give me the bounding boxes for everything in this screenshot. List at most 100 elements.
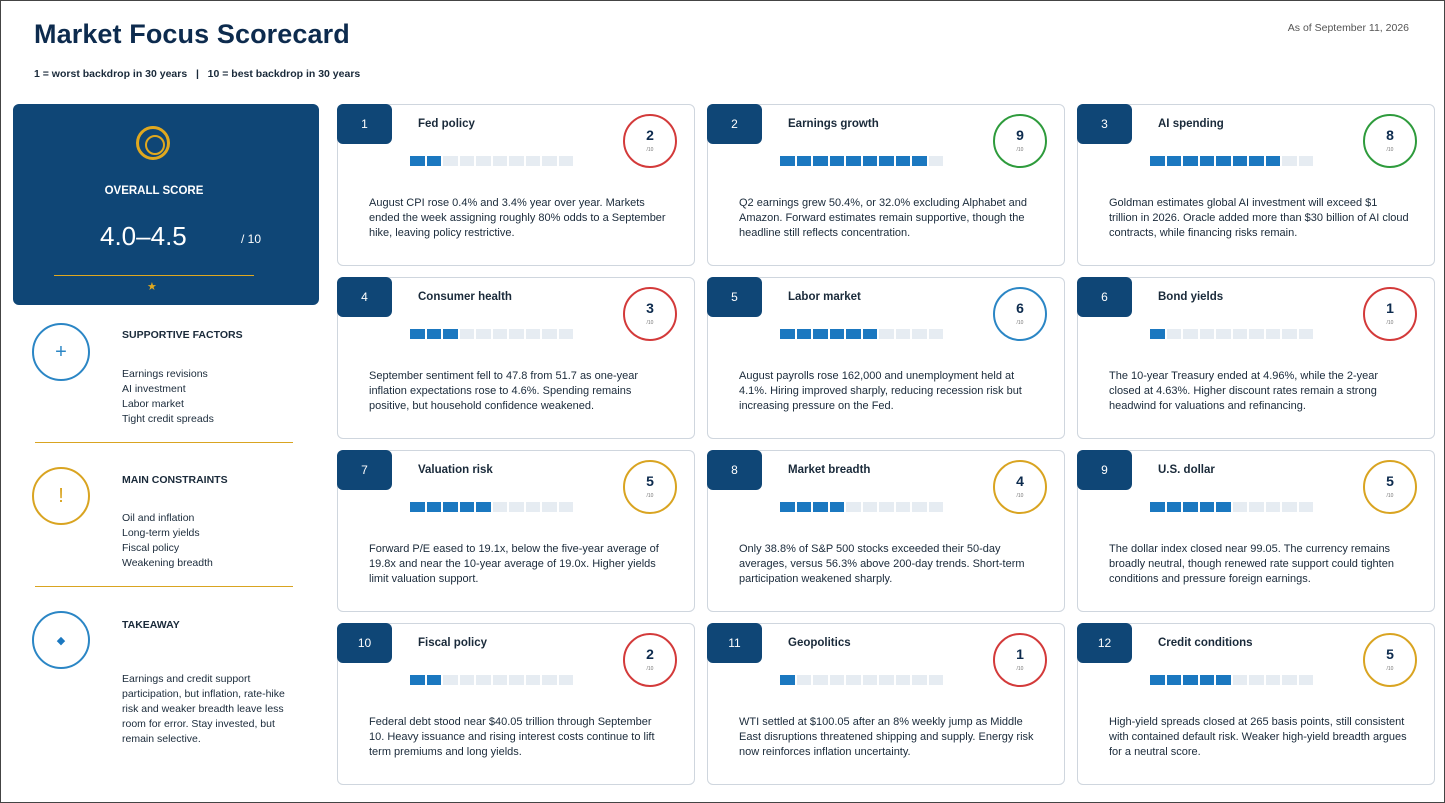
card-title: AI spending xyxy=(1158,118,1224,130)
card-title: Earnings growth xyxy=(788,118,879,130)
card-description: The 10-year Treasury ended at 4.96%, whi… xyxy=(1109,370,1379,412)
score-bar-segment xyxy=(813,675,828,685)
card-score: 1 xyxy=(1016,646,1024,662)
star-icon: ★ xyxy=(147,281,157,293)
card-score-denominator: /10 xyxy=(1386,666,1394,672)
card-number-badge: 5 xyxy=(707,277,762,317)
factor-card: 7 Valuation risk 5/10 Forward P/E eased to … xyxy=(337,450,695,612)
list-item: Oil and inflation xyxy=(122,512,195,524)
score-bar-segment xyxy=(558,502,573,512)
divider xyxy=(35,586,293,587)
card-score-denominator: /10 xyxy=(1016,147,1024,153)
score-bar-segment xyxy=(410,675,425,685)
score-bar-segment xyxy=(780,156,795,166)
card-score-denominator: /10 xyxy=(646,666,654,672)
factor-card: 12 Credit conditions 5/10 High-yield spread… xyxy=(1077,623,1435,785)
score-bar-segment xyxy=(525,156,540,166)
card-description: August payrolls rose 162,000 and unemplo… xyxy=(739,370,1022,412)
card-number-badge: 10 xyxy=(337,623,392,663)
score-ring: 5/10 xyxy=(1363,460,1417,514)
score-bar-segment xyxy=(813,156,828,166)
card-number-badge: 7 xyxy=(337,450,392,490)
card-title: U.S. dollar xyxy=(1158,464,1215,476)
score-bar-segment xyxy=(410,156,425,166)
card-description: High-yield spreads closed at 265 basis p… xyxy=(1109,716,1407,758)
score-bar xyxy=(1150,156,1313,166)
overall-score-value: 4.0–4.5 xyxy=(100,221,187,251)
score-bar-segment xyxy=(928,675,943,685)
score-bar-segment xyxy=(1150,329,1165,339)
score-ring: 2/10 xyxy=(623,114,677,168)
divider xyxy=(35,442,293,443)
score-bar-segment xyxy=(912,329,927,339)
score-bar-segment xyxy=(459,502,474,512)
card-number-badge: 8 xyxy=(707,450,762,490)
score-bar-segment xyxy=(862,156,877,166)
card-title: Consumer health xyxy=(418,291,512,303)
card-title: Fiscal policy xyxy=(418,637,488,649)
card-description: September sentiment fell to 47.8 from 51… xyxy=(369,370,639,412)
card-score-denominator: /10 xyxy=(1386,320,1394,326)
card-number-badge: 6 xyxy=(1077,277,1132,317)
score-bar-segment xyxy=(1216,675,1231,685)
card-number-badge: 4 xyxy=(337,277,392,317)
card-score-denominator: /10 xyxy=(1016,493,1024,499)
scale-legend: 1 = worst backdrop in 30 years | 10 = be… xyxy=(34,68,361,80)
score-bar-segment xyxy=(895,156,910,166)
score-bar-segment xyxy=(780,675,795,685)
card-score-denominator: /10 xyxy=(1016,666,1024,672)
score-bar-segment xyxy=(459,329,474,339)
score-bar-segment xyxy=(829,156,844,166)
score-ring: 1/10 xyxy=(1363,287,1417,341)
takeaway-text: Earnings and credit support participatio… xyxy=(122,673,285,745)
card-number-badge: 11 xyxy=(707,623,762,663)
list-item: Fiscal policy xyxy=(122,542,180,554)
card-score: 4 xyxy=(1016,473,1024,489)
main-constraints-title: MAIN CONSTRAINTS xyxy=(122,474,228,486)
score-bar-segment xyxy=(476,156,491,166)
score-bar xyxy=(1150,502,1313,512)
score-ring: 5/10 xyxy=(623,460,677,514)
main-constraints-list: Oil and inflation Long-term yields Fisca… xyxy=(122,511,213,571)
score-bar-segment xyxy=(558,156,573,166)
score-bar-segment xyxy=(509,675,524,685)
score-bar-segment xyxy=(1265,675,1280,685)
score-bar-segment xyxy=(542,675,557,685)
score-bar-segment xyxy=(476,329,491,339)
card-description: August CPI rose 0.4% and 3.4% year over … xyxy=(369,197,666,239)
score-bar-segment xyxy=(1298,502,1313,512)
card-title: Bond yields xyxy=(1158,291,1224,303)
score-bar-segment xyxy=(796,675,811,685)
score-bar-segment xyxy=(1265,502,1280,512)
card-score: 2 xyxy=(646,646,654,662)
factor-card: 3 AI spending 8/10 Goldman estimates global… xyxy=(1077,104,1435,266)
supportive-factors-list: Earnings revisions AI investment Labor m… xyxy=(122,367,214,427)
factor-card: 5 Labor market 6/10 August payrolls rose 16… xyxy=(707,277,1065,439)
card-score-denominator: /10 xyxy=(1386,147,1394,153)
list-item: Labor market xyxy=(122,398,184,410)
score-bar xyxy=(1150,675,1313,685)
plus-icon: + xyxy=(32,323,90,381)
score-bar-segment xyxy=(443,329,458,339)
score-bar-segment xyxy=(509,329,524,339)
score-bar-segment xyxy=(895,329,910,339)
card-description: Federal debt stood near $40.05 trillion … xyxy=(369,716,655,758)
overall-score-panel: OVERALL SCORE 4.0–4.5 / 10 ★ xyxy=(13,104,319,305)
score-bar-segment xyxy=(846,675,861,685)
score-bar xyxy=(410,329,573,339)
score-bar-segment xyxy=(1199,502,1214,512)
card-description: Q2 earnings grew 50.4%, or 32.0% excludi… xyxy=(739,197,1028,239)
score-bar-segment xyxy=(1265,329,1280,339)
score-bar-segment xyxy=(813,502,828,512)
card-score: 5 xyxy=(1386,646,1394,662)
score-bar-segment xyxy=(1199,329,1214,339)
card-number-badge: 12 xyxy=(1077,623,1132,663)
score-bar-segment xyxy=(1298,156,1313,166)
factor-card: 4 Consumer health 3/10 September sentiment … xyxy=(337,277,695,439)
list-item: Weakening breadth xyxy=(122,557,213,569)
score-bar-segment xyxy=(426,156,441,166)
score-bar xyxy=(410,156,573,166)
card-description: The dollar index closed near 99.05. The … xyxy=(1109,543,1394,585)
card-description: Forward P/E eased to 19.1x, below the fi… xyxy=(369,543,659,585)
